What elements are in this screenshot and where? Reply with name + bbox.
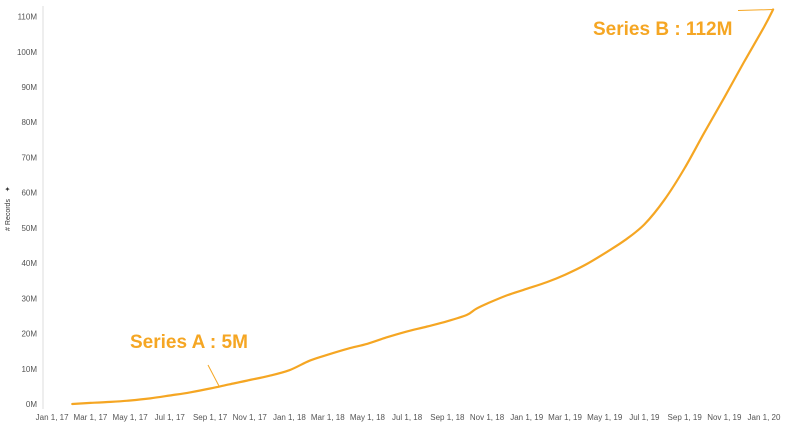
y-tick-label: 90M [21,83,37,92]
sparkle-icon: ✦ [4,186,12,192]
series-line [71,8,775,406]
y-tick-label: 30M [21,294,37,303]
annotation-leader-line [207,364,220,387]
x-tick-label: Mar 1, 19 [548,413,582,422]
x-tick-label: Sep 1, 19 [668,413,703,422]
annotation-series-b: Series B : 112M [593,19,732,40]
annotation-leader-line [737,9,774,12]
x-tick-labels: Jan 1, 17 Mar 1, 17 May 1, 17 Jul 1, 17 Sep … [36,413,781,422]
x-tick-label: Sep 1, 18 [430,413,465,422]
y-axis-title: # Records ✦ [4,186,12,231]
x-tick-label: Jan 1, 20 [748,413,781,422]
x-tick-label: Jul 1, 19 [629,413,660,422]
x-tick-label: Jan 1, 17 [36,413,69,422]
y-tick-label: 10M [21,365,37,374]
y-tick-label: 0M [26,400,37,409]
x-tick-label: May 1, 18 [350,413,386,422]
y-tick-label: 50M [21,224,37,233]
x-tick-label: Mar 1, 17 [74,413,108,422]
x-tick-label: May 1, 17 [113,413,149,422]
annotation-layer: Series A : 5M Series B : 112M [130,9,774,387]
x-tick-label: Jul 1, 18 [392,413,423,422]
x-tick-label: Nov 1, 18 [470,413,505,422]
x-tick-label: Nov 1, 19 [707,413,742,422]
x-tick-label: Mar 1, 18 [311,413,345,422]
x-tick-label: Nov 1, 17 [233,413,268,422]
y-tick-label: 80M [21,118,37,127]
x-tick-label: Jan 1, 18 [273,413,306,422]
annotation-series-a: Series A : 5M [130,332,248,353]
y-tick-label: 40M [21,259,37,268]
x-tick-label: Sep 1, 17 [193,413,228,422]
y-tick-label: 70M [21,153,37,162]
y-tick-label: 20M [21,330,37,339]
y-tick-label: 60M [21,189,37,198]
y-tick-label: 110M [18,13,38,22]
y-axis-title-text: # Records [5,199,12,231]
x-tick-label: Jan 1, 19 [510,413,543,422]
y-tick-labels: 0M 10M 20M 30M 40M 50M 60M 70M 80M 90M 100M 110M [17,13,37,409]
series-layer [71,8,775,406]
x-tick-label: Jul 1, 17 [155,413,186,422]
y-tick-label: 100M [17,48,37,57]
x-tick-label: May 1, 19 [587,413,623,422]
